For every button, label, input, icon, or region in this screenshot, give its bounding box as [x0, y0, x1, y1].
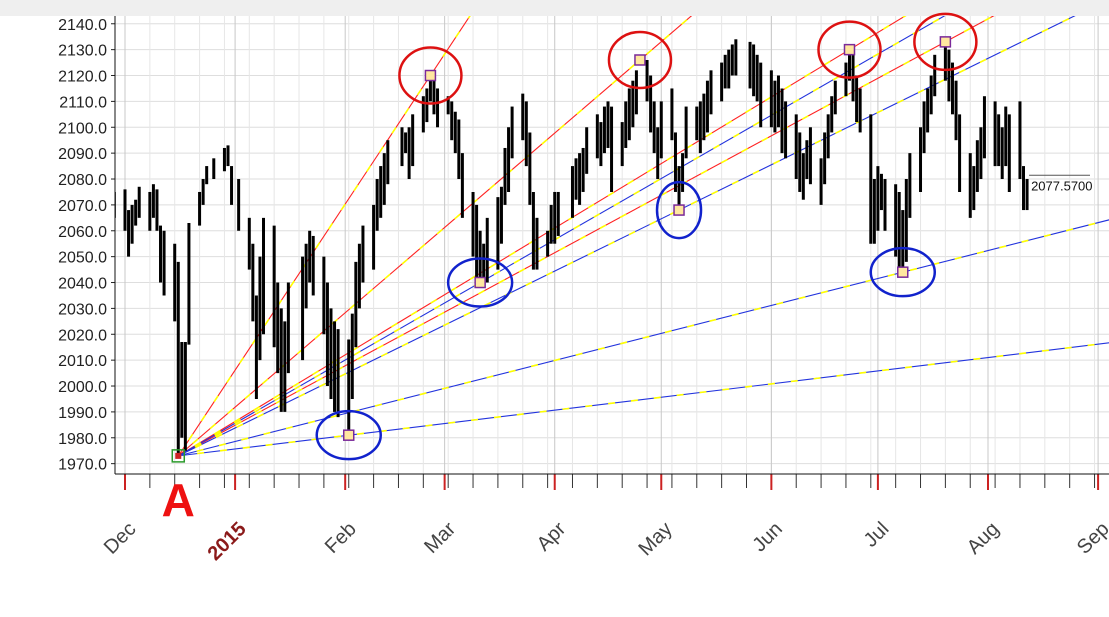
x-month-label: Mar: [420, 518, 460, 558]
y-tick-label: 2070.0: [58, 198, 107, 215]
low-circle: [655, 180, 703, 240]
high-fan-line: [177, 16, 907, 457]
low-circle: [869, 246, 937, 298]
y-tick-label: 2030.0: [58, 301, 107, 318]
y-tick-label: 2110.0: [59, 94, 107, 111]
y-tick-label: 2140.0: [58, 17, 107, 34]
ohlc-bars: [115, 39, 1029, 459]
y-tick-label: 1970.0: [58, 457, 107, 474]
y-tick-label: 2040.0: [58, 276, 107, 293]
high-marker: [424, 69, 437, 82]
x-month-label: Aug: [963, 518, 1004, 559]
low-circle: [315, 409, 382, 461]
y-tick-label: 2080.0: [58, 172, 107, 189]
y-tick-label: 2050.0: [58, 250, 107, 267]
y-tick-label: 1980.0: [58, 431, 107, 448]
y-tick-label: 2090.0: [58, 146, 107, 163]
low-circle: [446, 257, 514, 308]
y-tick-label: 2000.0: [58, 379, 107, 396]
low-fan-line-dash: [177, 16, 946, 457]
top-bar: [0, 0, 1109, 16]
gann-fan-lines: [177, 16, 1109, 457]
pivot-a-core: [175, 452, 182, 459]
low-marker: [897, 266, 909, 278]
last-price-label: 2077.5700: [1031, 178, 1092, 193]
x-month-label: Jul: [860, 518, 894, 552]
y-tick-label: 2130.0: [58, 43, 107, 60]
x-month-label: Feb: [321, 518, 361, 558]
low-fan-line-dash: [177, 16, 1077, 457]
low-fan-line-dash: [178, 342, 1109, 457]
high-marker: [634, 54, 646, 66]
high-circle: [607, 30, 673, 90]
low-fan-line: [178, 219, 1109, 457]
x-month-label: Jun: [749, 518, 787, 556]
pivot-markers: [171, 36, 952, 463]
y-tick-label: 2120.0: [58, 69, 107, 86]
pivot-a-label: A: [162, 474, 195, 526]
axes-layer: [111, 16, 1109, 490]
high-marker: [939, 36, 952, 48]
high-circle: [398, 46, 463, 105]
highlight-circles: [315, 12, 978, 461]
high-fan-line-dash: [177, 16, 996, 457]
high-circle: [817, 20, 882, 79]
x-month-label: May: [635, 518, 677, 560]
high-fan-line: [177, 16, 471, 457]
low-marker: [342, 429, 355, 441]
y-tick-label: 2010.0: [58, 353, 107, 370]
pivot-a-marker: [171, 449, 186, 463]
x-month-label: Dec: [100, 518, 141, 559]
low-marker: [474, 276, 486, 289]
high-marker: [843, 43, 856, 56]
x-month-label: 2015: [204, 518, 251, 565]
x-month-label: Apr: [533, 518, 571, 556]
high-fan-line-dash: [177, 16, 693, 457]
high-circle: [913, 12, 978, 72]
y-tick-label: 2060.0: [58, 224, 107, 241]
y-tick-label: 2020.0: [58, 327, 107, 344]
y-tick-label: 1990.0: [58, 405, 107, 422]
y-tick-label: 2100.0: [58, 120, 107, 137]
low-marker: [673, 204, 685, 216]
x-month-label: Sep: [1073, 518, 1109, 559]
